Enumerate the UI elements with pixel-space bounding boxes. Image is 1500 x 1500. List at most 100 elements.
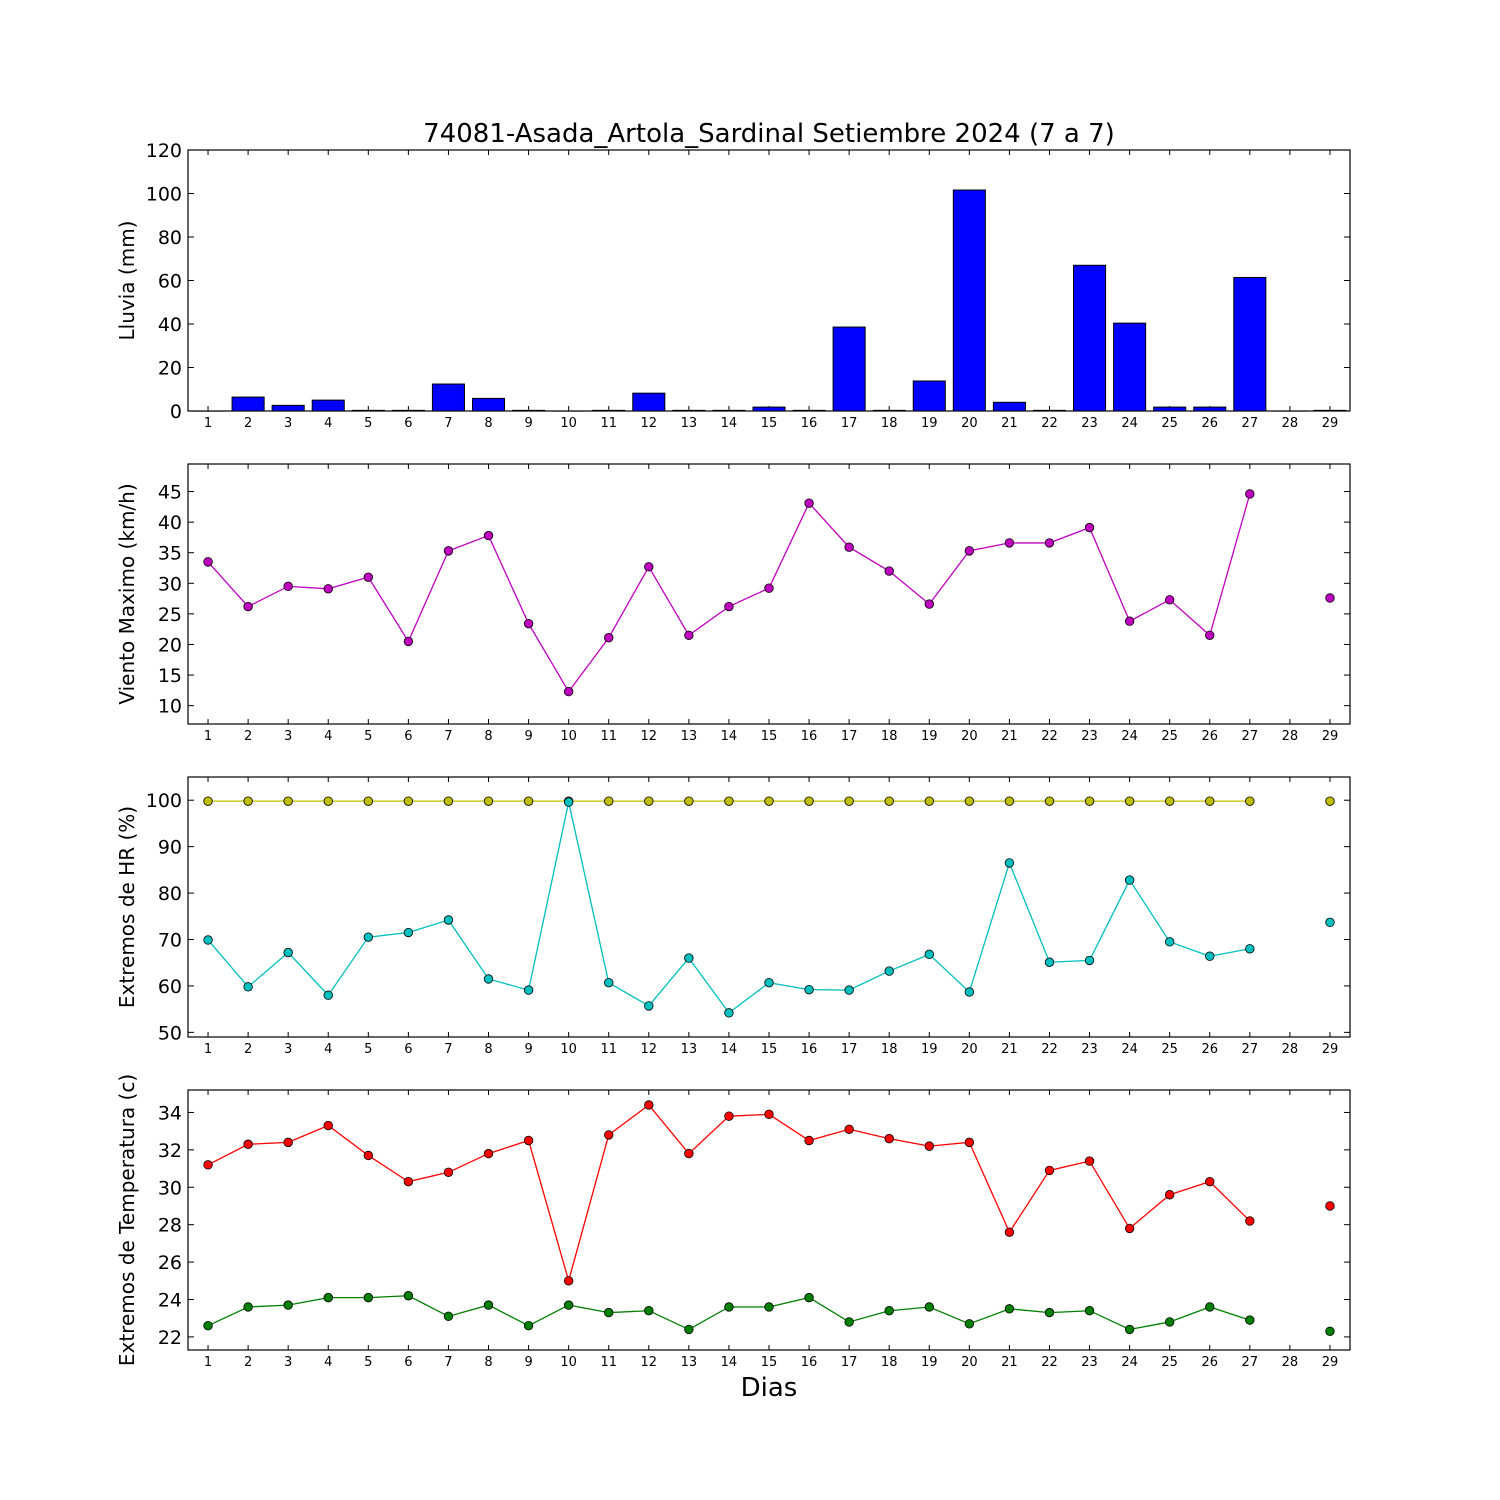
y-tick-label: 0: [170, 401, 182, 423]
series-1-line: [207, 493, 1251, 693]
x-tick-label: 18: [881, 416, 898, 431]
x-tick-label: 21: [1001, 729, 1018, 744]
y-tick-label: 34: [158, 1102, 182, 1124]
x-tick-label: 23: [1081, 1355, 1098, 1370]
x-tick-label: 3: [284, 1042, 292, 1057]
series-1-point-day-15: [764, 583, 774, 593]
series-1-point-day-27: [1245, 1216, 1255, 1226]
series-1-point-day-23: [1084, 522, 1095, 533]
series-1-point-day-13: [684, 630, 694, 640]
series-1-point-day-12: [644, 1100, 654, 1110]
x-tick-label: 2: [244, 1042, 252, 1057]
x-tick-label: 23: [1081, 729, 1098, 744]
series-1-point-day-27: [1245, 796, 1255, 806]
x-tick-label: 24: [1121, 416, 1138, 431]
series-1-point-day-5: [363, 1150, 374, 1161]
series-1-point-day-9: [523, 1135, 534, 1146]
x-tick-label: 17: [841, 416, 858, 431]
x-tick-label: 10: [560, 416, 577, 431]
x-tick-label: 5: [364, 416, 372, 431]
series-1-point-day-26: [1205, 630, 1215, 640]
x-tick-label: 15: [761, 416, 778, 431]
x-tick-label: 7: [444, 1042, 452, 1057]
series-1-point-day-24: [1124, 1223, 1135, 1234]
x-tick-label: 29: [1322, 729, 1339, 744]
series-1-point-day-20: [964, 1137, 975, 1148]
x-tick-label: 13: [681, 416, 698, 431]
bar-day-12: [632, 392, 666, 412]
series-2-point-day-25: [1164, 1317, 1175, 1327]
x-tick-label: 16: [801, 1355, 818, 1370]
series-2-point-day-10: [563, 797, 574, 807]
bar-day-15: [752, 406, 786, 412]
x-tick-label: 14: [721, 1355, 738, 1370]
x-tick-label: 8: [484, 729, 492, 744]
x-tick-label: 4: [324, 416, 332, 431]
series-1-point-day-10: [563, 1276, 574, 1286]
x-tick-label: 15: [761, 1355, 778, 1370]
series-2-point-day-6: [403, 927, 414, 938]
chart-title: 74081-Asada_Artola_Sardinal Setiembre 20…: [423, 119, 1115, 149]
series-2-point-day-2: [243, 982, 253, 992]
series-2-point-day-29: [1325, 1326, 1335, 1336]
series-2-point-day-23: [1084, 955, 1095, 966]
y-tick-label: 70: [158, 930, 182, 952]
y-tick-label: 40: [158, 512, 182, 534]
series-2-point-day-11: [604, 1307, 614, 1318]
series-1-point-day-4: [323, 796, 333, 806]
x-tick-label: 28: [1282, 1355, 1299, 1370]
x-tick-label: 21: [1001, 1042, 1018, 1057]
x-tick-label: 26: [1201, 729, 1218, 744]
y-tick-label: 20: [158, 634, 182, 656]
series-1-point-day-14: [724, 796, 734, 806]
series-2-point-day-23: [1084, 1306, 1095, 1316]
y-axis-label: Lluvia (mm): [115, 221, 139, 341]
x-tick-label: 1: [204, 416, 212, 431]
bar-day-11: [592, 409, 626, 412]
x-tick-label: 14: [721, 1042, 738, 1057]
series-2-point-day-7: [443, 1311, 454, 1322]
series-1-point-day-17: [844, 796, 854, 806]
x-tick-label: 6: [404, 416, 412, 431]
series-1-point-day-12: [644, 562, 654, 572]
series-2-point-day-22: [1044, 957, 1055, 967]
x-tick-label: 26: [1201, 1355, 1218, 1370]
x-tick-label: 28: [1282, 416, 1299, 431]
series-1-point-day-10: [563, 686, 574, 697]
bar-day-5: [351, 409, 385, 412]
series-2-point-day-19: [924, 949, 934, 960]
bar-day-17: [832, 326, 866, 412]
series-2-point-day-14: [724, 1008, 734, 1018]
x-tick-label: 8: [484, 1042, 492, 1057]
x-tick-label: 26: [1201, 1042, 1218, 1057]
x-tick-label: 7: [444, 1355, 452, 1370]
series-1-point-day-26: [1205, 796, 1215, 806]
series-1-point-day-7: [443, 1167, 454, 1178]
series-2-point-day-8: [483, 1300, 494, 1310]
x-axis-label: Dias: [741, 1373, 798, 1403]
series-1-point-day-17: [844, 542, 854, 552]
series-1-point-day-1: [203, 557, 213, 567]
series-2-point-day-27: [1245, 944, 1255, 954]
x-tick-label: 4: [324, 1042, 332, 1057]
y-tick-label: 45: [158, 482, 182, 504]
x-tick-label: 29: [1322, 1042, 1339, 1057]
y-tick-label: 90: [158, 837, 182, 859]
series-2-point-day-14: [724, 1302, 734, 1312]
x-tick-label: 25: [1161, 729, 1178, 744]
series-1-point-day-18: [884, 796, 894, 806]
y-tick-label: 30: [158, 573, 182, 595]
series-2-point-day-20: [964, 987, 975, 997]
x-tick-label: 18: [881, 729, 898, 744]
y-tick-label: 80: [158, 883, 182, 905]
series-1-point-day-23: [1084, 796, 1095, 806]
bar-day-4: [311, 399, 345, 412]
x-tick-label: 10: [560, 1042, 577, 1057]
x-tick-label: 27: [1242, 416, 1259, 431]
series-1-point-day-18: [884, 566, 894, 576]
x-tick-label: 2: [244, 416, 252, 431]
series-2-point-day-5: [363, 1292, 374, 1303]
y-tick-label: 40: [158, 314, 182, 336]
x-tick-label: 15: [761, 729, 778, 744]
